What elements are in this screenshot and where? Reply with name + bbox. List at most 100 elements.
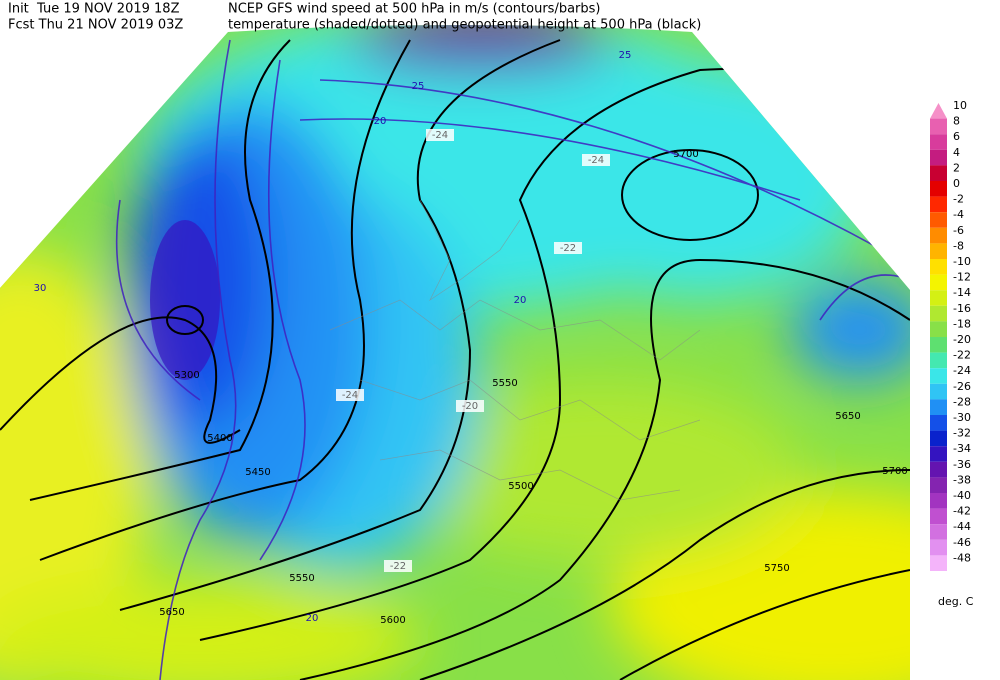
colorbar-label: -14 xyxy=(953,286,971,299)
colorbar-swatch xyxy=(930,415,947,431)
colorbar: 10 8 6 4 2 0 -2 -4 -6 -8 -10 -12 -14 -16 -18 -20 -22 -24 -… xyxy=(930,99,971,571)
height-label: 5600 xyxy=(380,615,405,626)
colorbar-label: -46 xyxy=(953,536,971,549)
title: NCEP GFS wind speed at 500 hPa in m/s (c… xyxy=(228,2,601,17)
colorbar-swatch xyxy=(930,134,947,150)
colorbar-label: -18 xyxy=(953,317,971,330)
colorbar-label: 6 xyxy=(953,130,960,143)
colorbar-swatch xyxy=(930,430,947,447)
colorbar-label: -10 xyxy=(953,255,971,268)
colorbar-label: -30 xyxy=(953,411,971,424)
label-background xyxy=(582,154,610,166)
colorbar-swatch xyxy=(930,259,947,275)
colorbar-swatch xyxy=(930,165,947,181)
colorbar-swatch xyxy=(930,383,947,400)
height-label: 5550 xyxy=(289,573,314,584)
height-label: 5550 xyxy=(492,378,517,389)
label-background xyxy=(456,400,484,412)
height-label: 5450 xyxy=(245,467,270,478)
colorbar-swatch xyxy=(930,212,947,228)
colorbar-label: -20 xyxy=(953,333,971,346)
colorbar-swatch xyxy=(930,399,947,415)
height-label: 5650 xyxy=(835,411,860,422)
wind-label: 25 xyxy=(619,50,632,61)
colorbar-swatch xyxy=(930,352,947,369)
colorbar-label: -42 xyxy=(953,505,971,518)
colorbar-swatch xyxy=(930,555,947,571)
colorbar-label: 8 xyxy=(953,115,960,128)
label-background xyxy=(554,242,582,254)
colorbar-label: -40 xyxy=(953,489,971,502)
colorbar-swatch xyxy=(930,508,947,525)
height-label: 5700 xyxy=(882,466,907,477)
colorbar-swatch xyxy=(930,243,947,259)
colorbar-swatch xyxy=(930,337,947,353)
colorbar-label: -38 xyxy=(953,473,971,486)
colorbar-swatch xyxy=(930,181,947,197)
temperature-label: -24 xyxy=(342,390,358,401)
colorbar-label: -44 xyxy=(953,520,971,533)
colorbar-swatch xyxy=(930,368,947,384)
colorbar-label: -12 xyxy=(953,271,971,284)
colorbar-unit: deg. C xyxy=(938,595,974,608)
colorbar-swatch xyxy=(930,446,947,462)
colorbar-swatch xyxy=(930,477,947,493)
temperature-label: -22 xyxy=(390,561,406,572)
colorbar-swatch xyxy=(930,290,947,306)
colorbar-label: 10 xyxy=(953,99,967,112)
wind-label: 30 xyxy=(34,283,47,294)
wind-label: 20 xyxy=(374,116,387,127)
colorbar-label: -22 xyxy=(953,349,971,362)
temperature-label: -24 xyxy=(588,155,604,166)
colorbar-label: 4 xyxy=(953,146,960,159)
label-background xyxy=(426,129,454,141)
colorbar-label: -48 xyxy=(953,551,971,564)
init-time: Init Tue 19 NOV 2019 18Z xyxy=(8,2,180,17)
colorbar-swatch xyxy=(930,461,947,478)
colorbar-swatch xyxy=(930,493,947,509)
colorbar-swatch xyxy=(930,118,947,135)
wind-label: 20 xyxy=(514,295,527,306)
subtitle: temperature (shaded/dotted) and geopoten… xyxy=(228,18,701,33)
colorbar-label: 0 xyxy=(953,177,960,190)
colorbar-swatch xyxy=(930,274,947,291)
height-label: 5650 xyxy=(159,607,184,618)
temperature-label: -22 xyxy=(560,243,576,254)
colorbar-swatch xyxy=(930,321,947,337)
colorbar-label: -16 xyxy=(953,302,971,315)
height-label: 5300 xyxy=(174,370,199,381)
colorbar-label: -34 xyxy=(953,442,971,455)
colorbar-label: -36 xyxy=(953,458,971,471)
temperature-label: -20 xyxy=(462,401,478,412)
label-background xyxy=(336,389,364,401)
height-label: 5500 xyxy=(508,481,533,492)
colorbar-swatch xyxy=(930,524,947,540)
header: Init Tue 19 NOV 2019 18Z Fcst Thu 21 NOV… xyxy=(8,2,701,33)
colorbar-swatch xyxy=(930,149,947,166)
colorbar-swatch xyxy=(930,305,947,322)
temperature-label: -24 xyxy=(432,130,448,141)
colorbar-label: -32 xyxy=(953,427,971,440)
map-labels: 5700 5650 5550 5500 5450 5400 5300 5600 5650 5750… xyxy=(34,50,908,626)
colorbar-swatch xyxy=(930,196,947,213)
colorbar-label: 2 xyxy=(953,161,960,174)
label-background xyxy=(384,560,412,572)
forecast-time: Fcst Thu 21 NOV 2019 03Z xyxy=(8,18,183,33)
colorbar-swatch xyxy=(930,227,947,244)
colorbar-label: -28 xyxy=(953,395,971,408)
colorbar-label: -24 xyxy=(953,364,971,377)
height-label: 5750 xyxy=(764,563,789,574)
colorbar-label: -8 xyxy=(953,239,964,252)
height-label: 5700 xyxy=(673,149,698,160)
wind-label: 25 xyxy=(412,81,425,92)
colorbar-arrow xyxy=(930,103,947,119)
wind-label: 20 xyxy=(306,613,319,624)
colorbar-label: -2 xyxy=(953,193,964,206)
colorbar-label: -26 xyxy=(953,380,971,393)
colorbar-label: -4 xyxy=(953,208,964,221)
height-label: 5400 xyxy=(207,433,232,444)
colorbar-swatch xyxy=(930,539,947,556)
colorbar-label: -6 xyxy=(953,224,964,237)
